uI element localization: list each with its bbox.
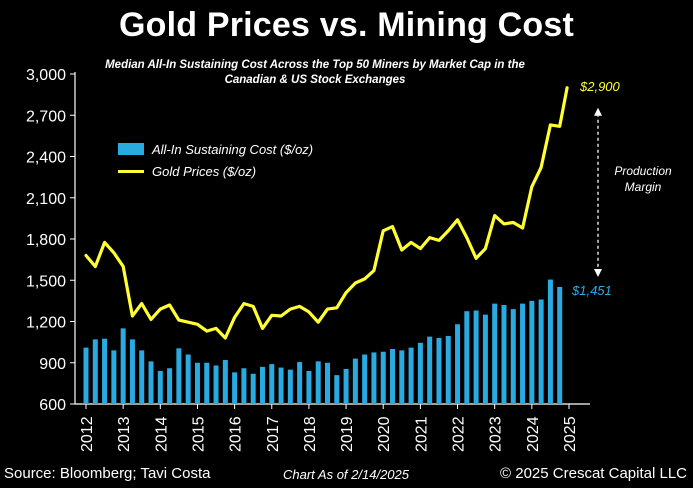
legend-bar-label: All-In Sustaining Cost ($/oz) [152, 141, 314, 157]
cost-bar [473, 310, 479, 404]
x-tick-label: 2019 [339, 416, 356, 452]
cost-bar [455, 324, 461, 404]
cost-bar [482, 314, 488, 404]
legend-item-bars: All-In Sustaining Cost ($/oz) [118, 138, 313, 160]
cost-bar [390, 349, 396, 404]
chart-title: Gold Prices vs. Mining Cost [118, 6, 575, 44]
cost-bar [408, 347, 414, 404]
x-tick-label: 2018 [302, 416, 319, 452]
gold-price-line [84, 86, 569, 340]
x-tick-label: 2015 [190, 416, 207, 452]
x-tick-label: 2013 [116, 416, 133, 452]
cost-bar [436, 338, 442, 404]
cost-bar [204, 362, 210, 404]
footer-date: Chart As of 2/14/2025 [283, 467, 409, 482]
cost-bar [501, 305, 507, 404]
cost-bar [167, 368, 173, 404]
footer-source: Source: Bloomberg; Tavi Costa [4, 465, 211, 482]
legend-line-swatch [118, 169, 144, 173]
cost-bar [510, 309, 516, 404]
footer-copyright: © 2025 Crescat Capital LLC [500, 465, 687, 482]
cost-bar [222, 360, 228, 404]
cost-bar [306, 371, 312, 404]
legend-item-line: Gold Prices ($/oz) [118, 160, 313, 182]
cost-bar [278, 367, 284, 404]
cost-bar [185, 354, 191, 404]
cost-bar [111, 350, 117, 404]
production-margin-label: Production Margin [614, 164, 672, 194]
x-tick-label: 2024 [525, 416, 542, 452]
chart-subtitle: Median All-In Sustaining Cost Across the… [105, 59, 525, 86]
cost-bar [445, 335, 451, 404]
cost-bar [269, 364, 275, 404]
cost-bar [538, 299, 544, 404]
y-tick-label: 1,200 [26, 315, 66, 332]
margin-arrow-head-down [594, 268, 602, 277]
x-tick-label: 2020 [376, 416, 393, 452]
x-tick-label: 2014 [153, 416, 170, 452]
legend-bar-swatch [118, 143, 144, 155]
y-tick-label: 2,700 [26, 108, 66, 125]
cost-bar [148, 361, 154, 404]
cost-bar [464, 311, 470, 404]
cost-bar [362, 354, 368, 404]
cost-bar [325, 362, 330, 404]
cost-bar [92, 339, 98, 404]
cost-bar [157, 371, 163, 404]
y-tick-label: 1,500 [26, 273, 66, 290]
legend: All-In Sustaining Cost ($/oz) Gold Price… [118, 138, 313, 182]
gold-price-data-label: $2,900 [579, 79, 621, 94]
legend-line-label: Gold Prices ($/oz) [152, 163, 257, 179]
cost-bar [371, 352, 377, 404]
cost-bar [297, 362, 303, 404]
cost-bar [343, 368, 349, 404]
cost-bar [129, 339, 135, 404]
x-tick-label: 2023 [488, 416, 505, 452]
cost-bar [557, 286, 563, 404]
x-tick-label: 2016 [228, 416, 245, 452]
cost-bar [547, 279, 553, 404]
x-tick-label: 2022 [451, 416, 468, 452]
cost-bar [352, 358, 358, 404]
cost-bar [120, 328, 126, 404]
cost-bar [417, 342, 423, 404]
cost-bar [334, 375, 340, 404]
y-tick-label: 600 [39, 397, 66, 414]
cost-bar [520, 303, 526, 404]
cost-bar [427, 336, 433, 404]
cost-bar [194, 362, 200, 404]
y-tick-label: 2,400 [26, 150, 66, 167]
cost-bar [232, 372, 238, 404]
cost-bar [529, 300, 535, 404]
cost-bar [259, 366, 265, 404]
x-tick-label: 2017 [265, 416, 282, 452]
cost-bar [176, 348, 182, 404]
x-tick-label: 2012 [79, 416, 96, 452]
cost-bar [83, 347, 89, 404]
cost-bar [492, 303, 498, 404]
y-tick-label: 2,100 [26, 191, 66, 208]
y-tick-label: 1,800 [26, 232, 66, 249]
cost-bar [213, 365, 219, 404]
cost-bar [315, 361, 321, 404]
cost-bar [241, 368, 247, 404]
x-tick-label: 2021 [413, 416, 430, 452]
cost-bar [250, 373, 256, 404]
cost-bar [287, 369, 293, 404]
cost-bar [380, 351, 386, 404]
y-tick-label: 3,000 [26, 67, 66, 84]
cost-data-label: $1,451 [571, 283, 612, 298]
margin-arrow-head-up [594, 107, 602, 116]
cost-bar [139, 350, 145, 404]
cost-bar [399, 350, 405, 404]
y-tick-label: 900 [39, 356, 66, 373]
x-tick-label: 2025 [562, 416, 579, 452]
cost-bar [102, 338, 108, 404]
